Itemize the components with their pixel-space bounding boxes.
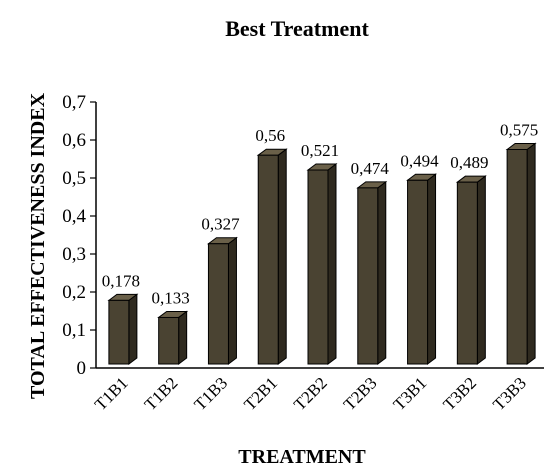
- bar-front: [158, 316, 180, 365]
- y-tick-label: 0,3: [62, 244, 86, 265]
- x-category-labels: T1B1 T1B2 T1B3 T2B1 T2B2 T2B3 T3B1 T3B2 T3B3: [91, 373, 530, 414]
- axes: [95, 102, 544, 369]
- x-axis-title: TREATMENT: [238, 446, 366, 468]
- bar: [406, 173, 438, 365]
- data-label: 0,56: [255, 126, 285, 145]
- bar-front: [357, 187, 379, 365]
- y-tick-label: 0: [77, 358, 87, 379]
- x-tick-label: T1B2: [141, 373, 182, 414]
- x-tick-label: T1B1: [91, 373, 132, 414]
- y-ticks: 0 0,1 0,2 0,3 0,4 0,5 0,6 0,7: [62, 92, 96, 379]
- bar: [505, 142, 537, 365]
- bar: [256, 148, 288, 365]
- bar-side: [526, 142, 536, 365]
- bar: [455, 175, 487, 365]
- data-label: 0,474: [351, 159, 390, 178]
- y-tick-label: 0,6: [62, 130, 86, 151]
- bar-side: [277, 148, 287, 365]
- bar-front: [456, 181, 478, 365]
- data-label: 0,575: [500, 121, 538, 140]
- bar: [306, 163, 338, 365]
- bar-side: [476, 175, 486, 365]
- x-tick-label: T1B3: [190, 373, 231, 414]
- data-label: 0,494: [400, 151, 439, 170]
- data-label: 0,327: [201, 215, 240, 234]
- x-tick-label: T3B2: [439, 373, 480, 414]
- y-tick-label: 0,1: [62, 320, 86, 341]
- bar-side: [128, 293, 138, 365]
- y-tick-label: 0,2: [62, 282, 86, 303]
- data-label: 0,521: [301, 141, 339, 160]
- bar-front: [257, 154, 279, 365]
- bar: [206, 236, 238, 365]
- y-tick-label: 0,5: [62, 168, 86, 189]
- bar-side: [377, 180, 387, 365]
- x-tick-label: T2B2: [290, 373, 331, 414]
- bar-side: [427, 173, 437, 365]
- x-tick-label: T3B1: [390, 373, 431, 414]
- bar-front: [407, 179, 429, 365]
- bar: [157, 310, 189, 365]
- bar: [107, 293, 139, 365]
- bar: [356, 180, 388, 365]
- bar-front: [108, 299, 130, 365]
- bar-side: [178, 310, 188, 365]
- y-tick-label: 0,4: [62, 206, 86, 227]
- bars: [107, 142, 537, 365]
- data-label: 0,178: [102, 271, 140, 290]
- bar-side: [227, 236, 237, 365]
- bar-front: [307, 169, 329, 365]
- data-label: 0,133: [152, 288, 190, 307]
- chart-title: Best Treatment: [225, 16, 369, 41]
- x-tick-label: T3B3: [489, 373, 530, 414]
- data-labels: 0,178 0,133 0,327 0,56 0,521 0,474 0,494 0,489 0…: [102, 121, 538, 308]
- x-tick-label: T2B3: [340, 373, 381, 414]
- bar-front: [207, 243, 229, 365]
- data-label: 0,489: [450, 153, 488, 172]
- y-axis-title: TOTAL EFFECTIVENESS INDEX: [27, 92, 49, 399]
- bar-front: [506, 149, 528, 365]
- bar-side: [327, 163, 337, 365]
- x-tick-label: T2B1: [240, 373, 281, 414]
- y-tick-label: 0,7: [62, 92, 86, 113]
